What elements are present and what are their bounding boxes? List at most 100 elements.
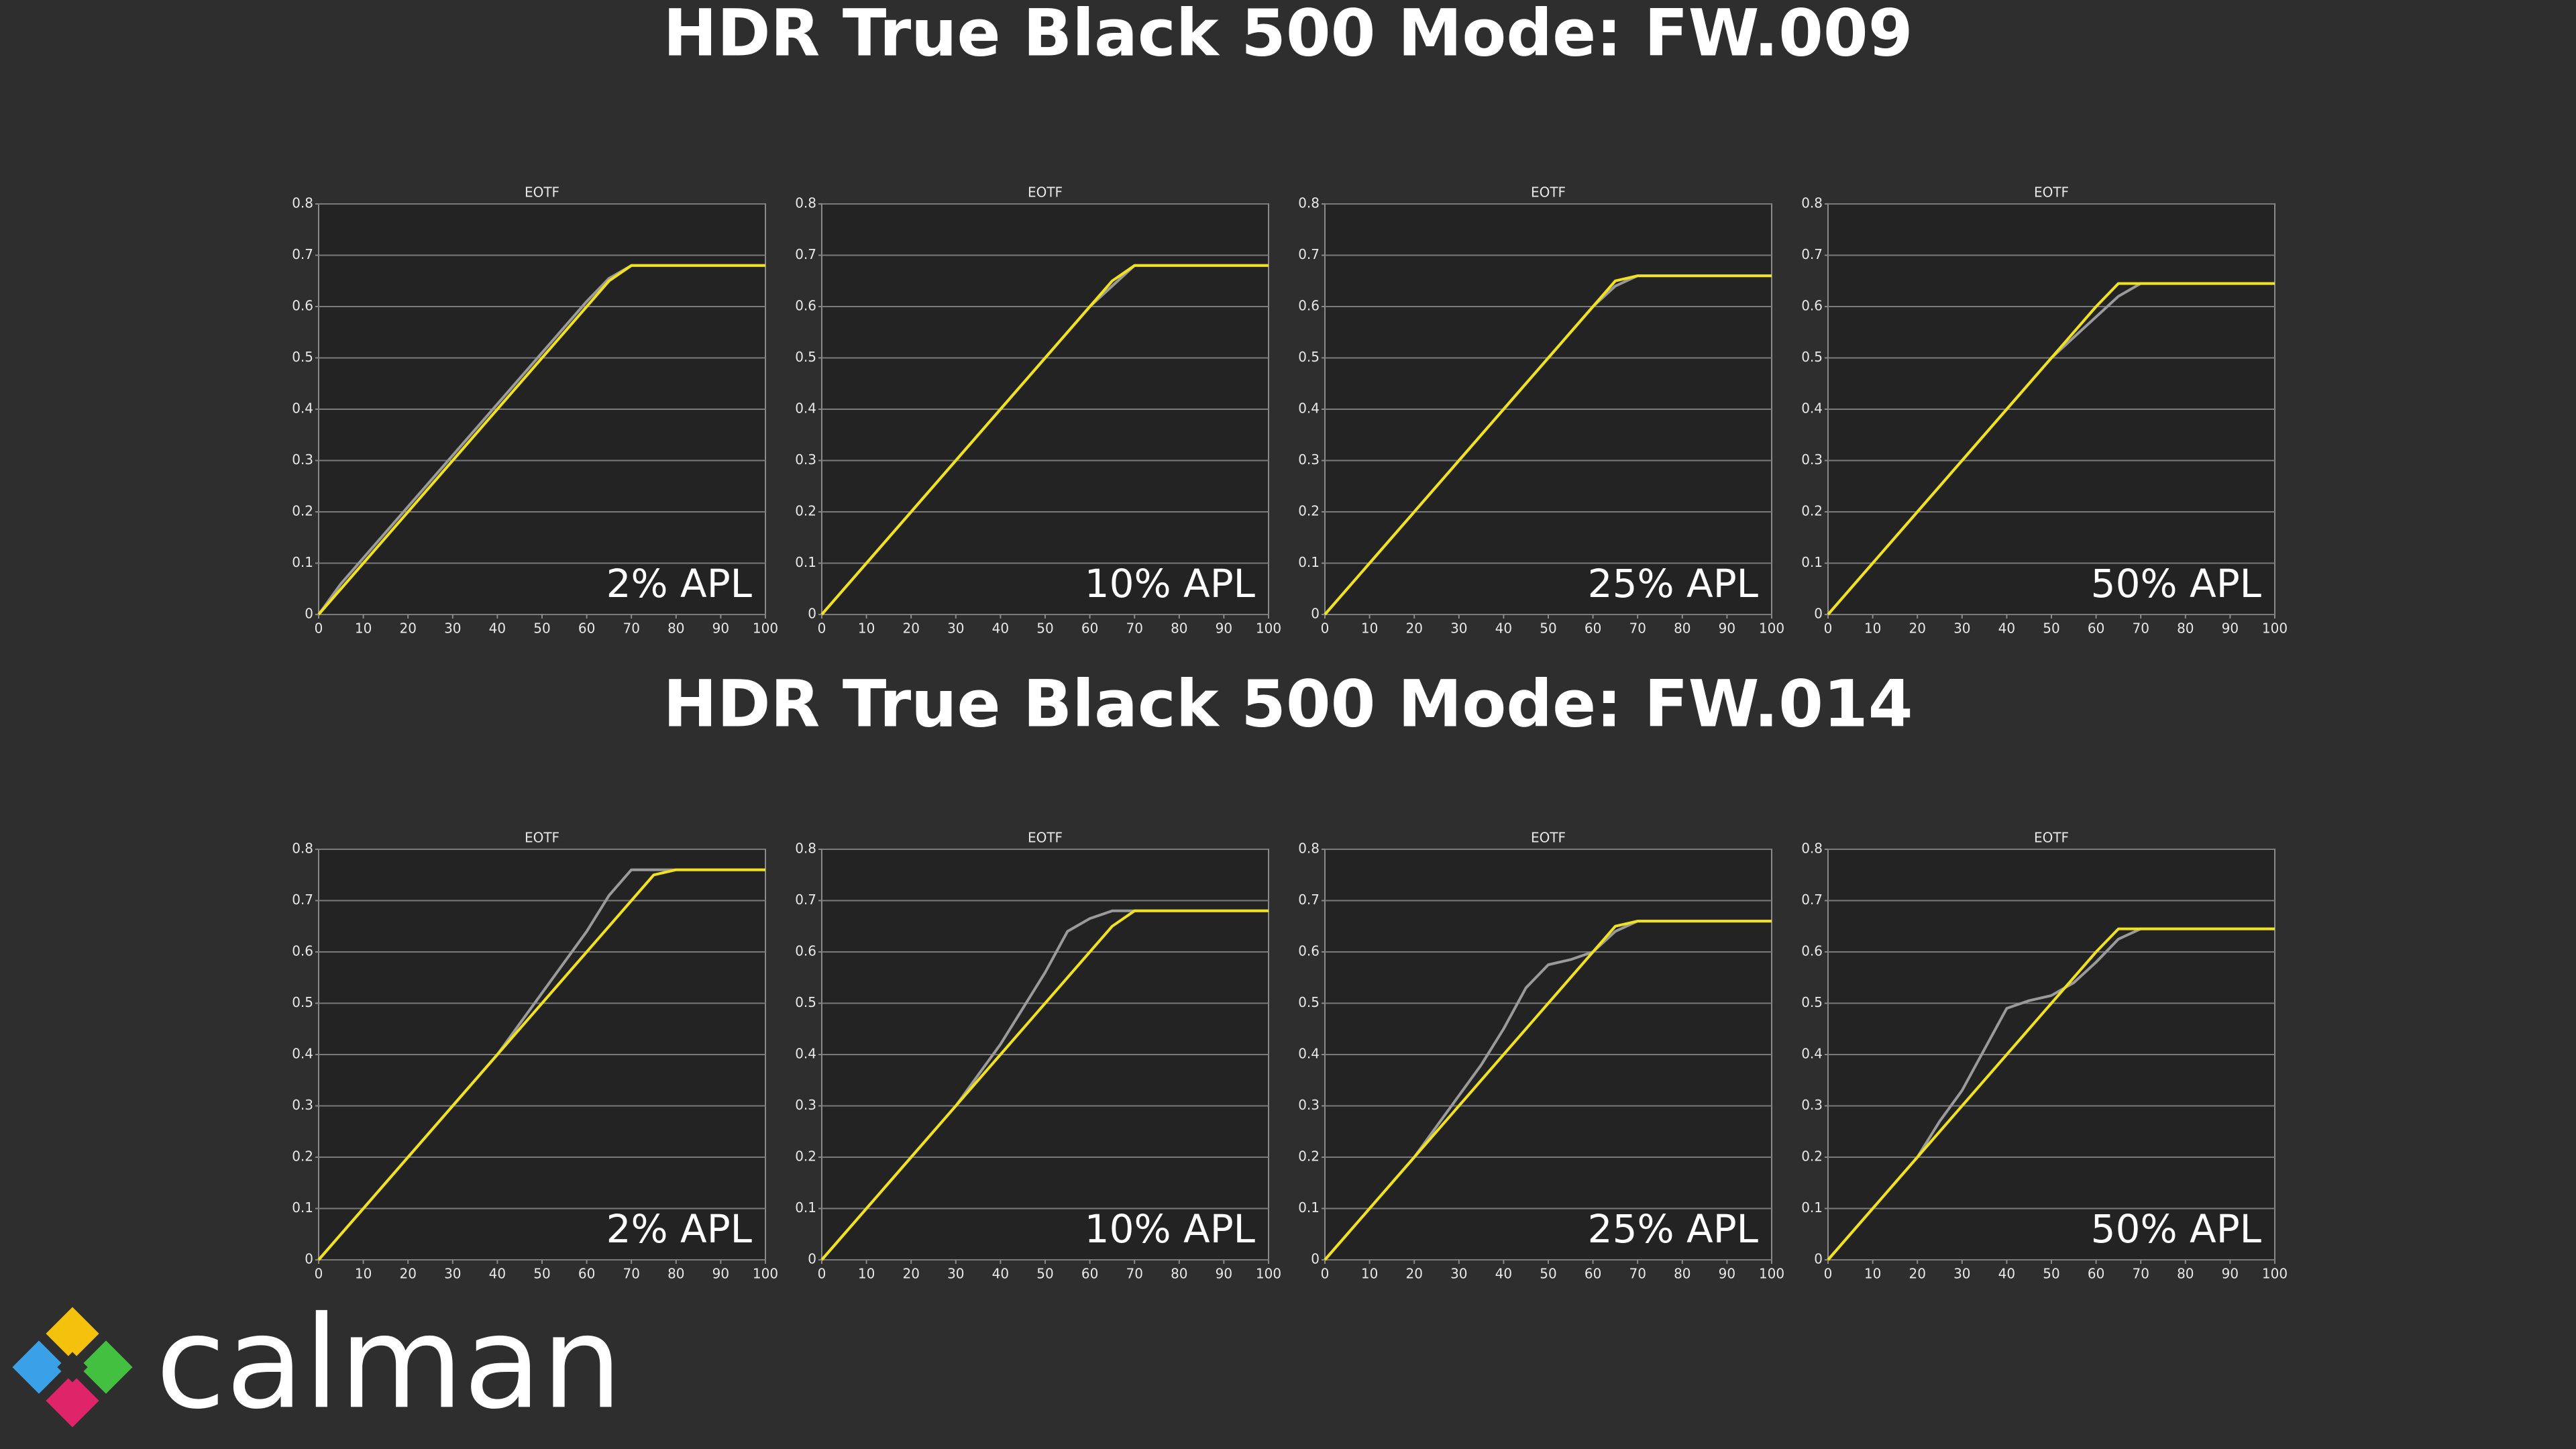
x-tick-label: 0 xyxy=(818,621,826,637)
chart: EOTF 0 0.1 0.2 0.3 0.4 0.5 0.6 0.7 0.8 0 10 20 30 40 50… xyxy=(292,184,778,637)
y-tick-label: 0 xyxy=(305,1251,313,1267)
x-tick-label: 40 xyxy=(992,1266,1009,1282)
y-tick-label: 0.7 xyxy=(1298,892,1320,908)
chart-title: EOTF xyxy=(1531,184,1566,201)
chart: EOTF 0 0.1 0.2 0.3 0.4 0.5 0.6 0.7 0.8 0 10 20 30 40 50… xyxy=(795,830,1281,1282)
x-tick-label: 60 xyxy=(1081,621,1098,637)
x-tick-label: 50 xyxy=(533,621,550,637)
x-tick-label: 10 xyxy=(858,621,875,637)
x-tick-label: 40 xyxy=(489,621,506,637)
x-tick-label: 50 xyxy=(1036,1266,1053,1282)
x-tick-label: 20 xyxy=(1909,621,1925,637)
x-tick-label: 60 xyxy=(578,1266,595,1282)
x-tick-label: 0 xyxy=(818,1266,826,1282)
x-tick-label: 90 xyxy=(1719,621,1735,637)
x-tick-label: 100 xyxy=(2262,621,2288,637)
y-tick-label: 0.2 xyxy=(1298,503,1320,519)
section-title: HDR True Black 500 Mode: FW.014 xyxy=(663,666,1913,741)
y-tick-label: 0.3 xyxy=(292,1097,313,1113)
chart-title: EOTF xyxy=(2034,830,2069,846)
y-tick-label: 0.4 xyxy=(795,400,816,417)
x-tick-label: 20 xyxy=(399,1266,416,1282)
chart: EOTF 0 0.1 0.2 0.3 0.4 0.5 0.6 0.7 0.8 0 10 20 30 40 50… xyxy=(1298,830,1784,1282)
x-tick-label: 50 xyxy=(1036,621,1053,637)
data-line xyxy=(1324,920,1772,1261)
y-tick-label: 0.3 xyxy=(1298,1097,1320,1113)
x-tick-label: 10 xyxy=(1864,621,1881,637)
y-tick-label: 0.4 xyxy=(1801,400,1823,417)
annotation: 50% APL xyxy=(2091,561,2261,606)
y-tick-label: 0.2 xyxy=(292,1148,313,1165)
y-tick-label: 0.1 xyxy=(1298,554,1320,570)
x-tick-label: 80 xyxy=(667,621,684,637)
x-tick-label: 90 xyxy=(1719,1266,1735,1282)
x-tick-label: 90 xyxy=(1216,1266,1232,1282)
chart: EOTF 0 0.1 0.2 0.3 0.4 0.5 0.6 0.7 0.8 0 10 20 30 40 50… xyxy=(795,184,1281,637)
chart-title: EOTF xyxy=(1028,830,1063,846)
x-tick-label: 0 xyxy=(1321,621,1330,637)
chart: EOTF 0 0.1 0.2 0.3 0.4 0.5 0.6 0.7 0.8 0 10 20 30 40 50… xyxy=(292,830,778,1282)
y-tick-label: 0.6 xyxy=(1801,943,1823,959)
y-tick-label: 0.7 xyxy=(1298,246,1320,262)
logo-diamond xyxy=(46,1307,99,1360)
y-tick-label: 0 xyxy=(808,606,816,622)
x-tick-label: 50 xyxy=(1540,1266,1556,1282)
x-tick-label: 10 xyxy=(1361,621,1378,637)
x-tick-label: 90 xyxy=(2222,621,2239,637)
y-tick-label: 0.1 xyxy=(1801,554,1823,570)
chart: EOTF 0 0.1 0.2 0.3 0.4 0.5 0.6 0.7 0.8 0 10 20 30 40 50… xyxy=(1298,184,1784,637)
y-tick-label: 0.4 xyxy=(795,1046,816,1062)
y-tick-label: 0.7 xyxy=(795,892,816,908)
y-tick-label: 0.6 xyxy=(1801,298,1823,314)
y-tick-label: 0 xyxy=(1814,1251,1823,1267)
x-tick-label: 30 xyxy=(947,1266,964,1282)
y-tick-label: 0.6 xyxy=(1298,943,1320,959)
x-tick-label: 0 xyxy=(315,1266,323,1282)
chart-title: EOTF xyxy=(525,830,559,846)
y-tick-label: 0.3 xyxy=(1801,1097,1823,1113)
x-tick-label: 80 xyxy=(1171,621,1187,637)
y-tick-label: 0.7 xyxy=(292,246,313,262)
y-tick-label: 0.1 xyxy=(795,554,816,570)
x-tick-label: 90 xyxy=(712,1266,729,1282)
y-tick-label: 0.1 xyxy=(795,1199,816,1216)
y-tick-label: 0.4 xyxy=(292,1046,313,1062)
annotation: 2% APL xyxy=(606,561,752,606)
x-tick-label: 70 xyxy=(623,1266,639,1282)
x-tick-label: 0 xyxy=(1824,621,1833,637)
data-line xyxy=(317,264,765,616)
y-tick-label: 0 xyxy=(1814,606,1823,622)
y-tick-label: 0.5 xyxy=(292,994,313,1010)
x-tick-label: 10 xyxy=(355,621,372,637)
data-line xyxy=(1827,927,2275,1261)
data-line xyxy=(1827,282,2275,616)
x-tick-label: 30 xyxy=(1450,621,1467,637)
x-tick-label: 60 xyxy=(1081,1266,1098,1282)
y-tick-label: 0.1 xyxy=(1298,1199,1320,1216)
x-tick-label: 50 xyxy=(1540,621,1556,637)
data-line xyxy=(820,264,1269,616)
y-tick-label: 0 xyxy=(305,606,313,622)
y-tick-label: 0.6 xyxy=(1298,298,1320,314)
x-tick-label: 20 xyxy=(399,621,416,637)
y-tick-label: 0.5 xyxy=(795,349,816,365)
annotation: 10% APL xyxy=(1085,561,1255,606)
chart: EOTF 0 0.1 0.2 0.3 0.4 0.5 0.6 0.7 0.8 0 10 20 30 40 50… xyxy=(1801,830,2288,1282)
x-tick-label: 70 xyxy=(623,621,639,637)
y-tick-label: 0.6 xyxy=(795,298,816,314)
chart-title: EOTF xyxy=(525,184,559,201)
y-tick-label: 0.2 xyxy=(1298,1148,1320,1165)
y-tick-label: 0.8 xyxy=(1298,195,1320,211)
x-tick-label: 70 xyxy=(1126,1266,1142,1282)
y-tick-label: 0.8 xyxy=(292,841,313,857)
x-tick-label: 40 xyxy=(1495,621,1512,637)
x-tick-label: 50 xyxy=(533,1266,550,1282)
x-tick-label: 90 xyxy=(712,621,729,637)
y-tick-label: 0.7 xyxy=(292,892,313,908)
data-line xyxy=(317,868,765,1261)
x-tick-label: 20 xyxy=(1909,1266,1925,1282)
y-tick-label: 0.8 xyxy=(1801,841,1823,857)
x-tick-label: 50 xyxy=(2043,1266,2059,1282)
x-tick-label: 100 xyxy=(1759,1266,1784,1282)
y-tick-label: 0.2 xyxy=(795,503,816,519)
